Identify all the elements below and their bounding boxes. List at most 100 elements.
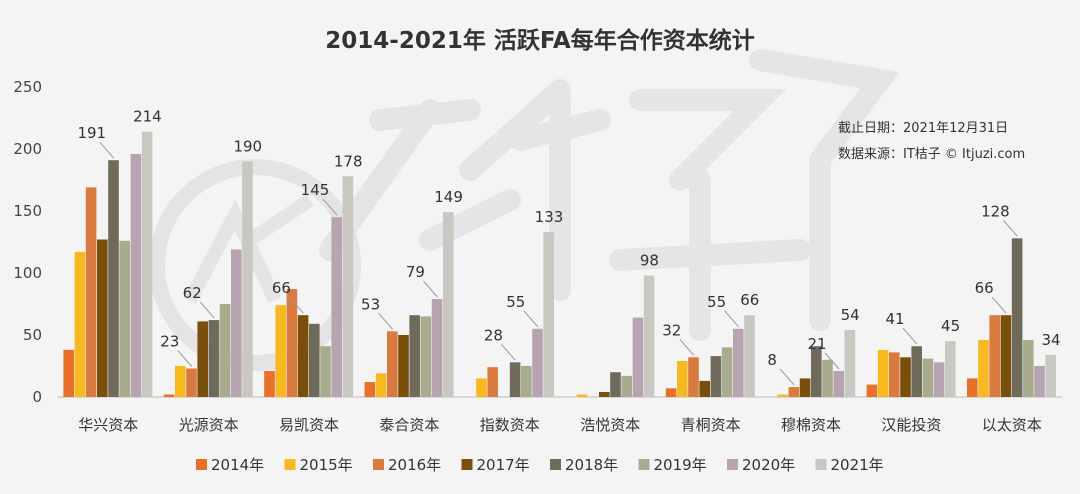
y-tick-label: 0 bbox=[32, 388, 42, 406]
bar bbox=[1000, 315, 1012, 397]
data-label: 45 bbox=[941, 317, 960, 335]
bar bbox=[409, 315, 420, 397]
data-labels: 1912142362190661451785379149285513398325… bbox=[77, 108, 1061, 386]
data-label: 41 bbox=[885, 310, 904, 328]
bar bbox=[543, 232, 554, 397]
data-label: 55 bbox=[707, 293, 726, 311]
bar bbox=[844, 330, 856, 397]
leader-line bbox=[902, 327, 918, 345]
leader-line bbox=[199, 301, 215, 319]
x-tick-label: 浩悦资本 bbox=[580, 416, 640, 434]
data-label: 8 bbox=[767, 351, 777, 369]
bar bbox=[799, 378, 811, 397]
bar bbox=[744, 315, 755, 397]
bar bbox=[733, 328, 744, 397]
bar bbox=[911, 346, 922, 397]
bar bbox=[989, 315, 1000, 397]
bar bbox=[97, 239, 108, 397]
data-label: 23 bbox=[160, 333, 179, 351]
bar bbox=[945, 341, 956, 397]
legend-swatch bbox=[815, 459, 827, 470]
bar bbox=[532, 328, 543, 397]
bar bbox=[967, 378, 978, 397]
x-tick-label: 华兴资本 bbox=[78, 416, 138, 434]
bar bbox=[933, 362, 945, 397]
legend-label: 2017年 bbox=[477, 456, 530, 474]
bar bbox=[197, 321, 208, 397]
bar bbox=[621, 375, 632, 397]
data-label: 54 bbox=[841, 306, 860, 324]
bar bbox=[811, 346, 822, 397]
legend-swatch bbox=[373, 459, 384, 470]
leader-line bbox=[378, 312, 393, 330]
data-label: 79 bbox=[406, 263, 425, 281]
bar bbox=[1023, 340, 1034, 397]
bar bbox=[375, 373, 387, 397]
bar bbox=[309, 323, 320, 397]
legend-label: 2018年 bbox=[565, 456, 618, 474]
bar bbox=[721, 347, 733, 397]
leader-line bbox=[322, 198, 338, 216]
data-label: 191 bbox=[77, 124, 106, 142]
legend-label: 2020年 bbox=[742, 456, 795, 474]
data-label: 66 bbox=[975, 279, 994, 297]
source-note: 截止日期：2021年12月31日 bbox=[838, 121, 1008, 136]
bar bbox=[342, 176, 354, 397]
leader-line bbox=[177, 350, 193, 367]
data-label: 98 bbox=[640, 252, 659, 270]
bar bbox=[1034, 366, 1045, 397]
bar bbox=[264, 371, 275, 397]
bar bbox=[643, 275, 655, 397]
legend-label: 2014年 bbox=[211, 456, 264, 474]
bar bbox=[509, 362, 521, 397]
bar bbox=[610, 372, 621, 397]
y-tick-label: 150 bbox=[13, 202, 42, 220]
bar bbox=[900, 357, 911, 397]
bar bbox=[219, 304, 231, 397]
leader-line bbox=[289, 296, 304, 314]
bar bbox=[175, 366, 186, 397]
x-tick-label: 光源资本 bbox=[179, 416, 239, 434]
bar bbox=[476, 378, 487, 397]
x-tick-label: 指数资本 bbox=[480, 416, 540, 434]
chart-title: 2014-2021年 活跃FA每年合作资本统计 bbox=[325, 27, 754, 54]
bar bbox=[297, 315, 309, 397]
data-label: 128 bbox=[981, 202, 1010, 220]
legend-label: 2015年 bbox=[300, 456, 353, 474]
data-label: 32 bbox=[662, 321, 681, 339]
data-label: 133 bbox=[535, 208, 564, 226]
data-label: 62 bbox=[183, 284, 202, 302]
bar bbox=[431, 299, 443, 397]
data-label: 34 bbox=[1041, 331, 1060, 349]
bar bbox=[688, 357, 699, 397]
bar bbox=[242, 161, 253, 397]
bar bbox=[833, 371, 844, 397]
legend-label: 2016年 bbox=[388, 456, 441, 474]
bar bbox=[699, 380, 710, 397]
bar bbox=[74, 251, 86, 397]
legend-swatch bbox=[638, 459, 650, 470]
data-label: 21 bbox=[807, 335, 826, 353]
leader-line bbox=[523, 310, 539, 328]
data-label: 214 bbox=[133, 108, 162, 126]
leader-line bbox=[99, 141, 115, 159]
leader-line bbox=[824, 352, 840, 370]
bar bbox=[487, 367, 498, 397]
bar bbox=[63, 349, 74, 397]
bar bbox=[777, 394, 788, 397]
bars bbox=[63, 131, 1056, 397]
x-tick-label: 以太资本 bbox=[982, 416, 1042, 434]
bar bbox=[320, 346, 331, 397]
bar bbox=[119, 240, 130, 397]
leader-line bbox=[679, 338, 695, 356]
bar bbox=[1011, 238, 1023, 397]
bar bbox=[576, 394, 588, 397]
leader-line bbox=[1003, 219, 1018, 237]
bar bbox=[398, 335, 409, 397]
bar bbox=[231, 249, 242, 397]
bar bbox=[387, 331, 398, 397]
data-label: 145 bbox=[301, 181, 330, 199]
bar bbox=[677, 361, 688, 397]
bar bbox=[364, 382, 376, 397]
